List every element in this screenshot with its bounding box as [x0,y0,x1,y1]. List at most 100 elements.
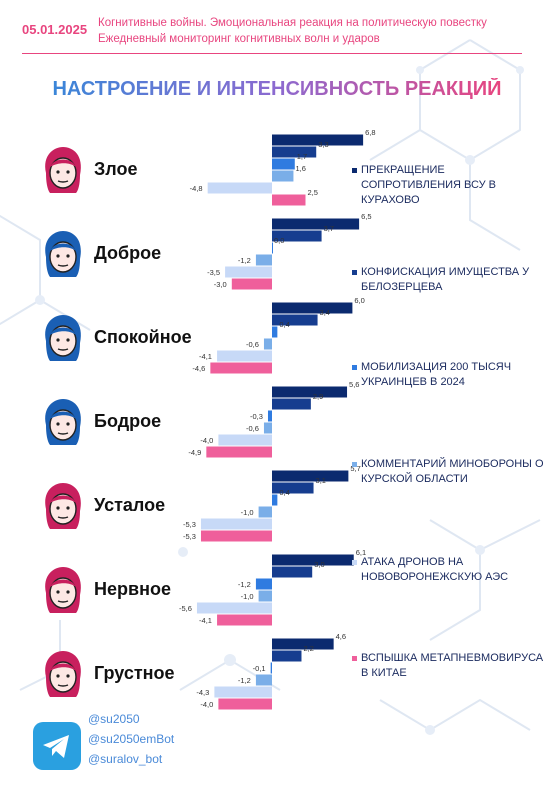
bar-7-series-6 [218,698,272,710]
value-label-1-4: 1,6 [295,164,305,173]
bar-5-series-5 [200,518,272,530]
bar-1-series-6 [272,194,306,206]
value-label-5-3: 0,4 [279,488,289,497]
value-label-7-3: -0,1 [253,664,266,673]
legend-label: КОММЕНТАРИЙ МИНОБОРОНЫ О КУРСКОЙ ОБЛАСТИ [361,458,544,485]
value-label-3-6: -4,6 [192,364,205,373]
bar-1-series-3 [272,158,295,170]
bar-4-series-4 [263,422,272,434]
face-icon [40,397,86,447]
value-label-3-2: 3,4 [320,308,330,317]
bar-3-series-6 [210,362,272,374]
mood-label: Усталое [94,495,166,515]
bar-5-series-1 [272,470,349,482]
bar-4-series-1 [272,386,348,398]
bar-5-series-6 [200,530,272,542]
value-label-6-3: -1,2 [238,580,251,589]
telegram-handle-link[interactable]: @su2050 [88,712,140,726]
bar-7-series-5 [214,686,272,698]
face-icon [40,229,86,279]
value-label-4-6: -4,9 [188,448,201,457]
value-label-4-2: 2,9 [313,392,323,401]
value-label-1-3: 1,7 [297,152,307,161]
bar-1-series-2 [272,146,317,158]
bar-2-series-4 [255,254,272,266]
bar-4-series-6 [206,446,272,458]
bar-7-series-2 [272,650,302,662]
bar-2-series-6 [231,278,272,290]
bar-2-series-1 [272,218,360,230]
bar-6-series-3 [255,578,272,590]
bar-3-series-5 [217,350,272,362]
value-label-2-4: -1,2 [238,256,251,265]
telegram-icon[interactable] [33,722,81,770]
bar-4-series-5 [218,434,272,446]
value-label-5-2: 3,1 [316,476,326,485]
bar-5-series-3 [272,494,278,506]
face-icon [40,313,86,363]
bar-4-series-2 [272,398,311,410]
value-label-5-6: -5,3 [183,532,196,541]
value-label-7-5: -4,3 [196,688,209,697]
value-label-5-4: -1,0 [241,508,254,517]
mood-label: Нервное [94,579,171,599]
value-label-7-4: -1,2 [238,676,251,685]
legend-label: МОБИЛИЗАЦИЯ 200 ТЫСЯЧ УКРАИНЦЕВ В 2024 [361,361,512,388]
mood-label: Бодрое [94,411,162,431]
face-icon [40,649,86,699]
telegram-handle-link[interactable]: @suralov_bot [88,752,163,766]
value-label-4-5: -4,0 [200,436,213,445]
legend-label: ВСПЫШКА МЕТАПНЕВМОВИРУСА В КИТАЕ [361,652,544,679]
telegram-handle-link[interactable]: @su2050emBot [88,732,175,746]
legend-label: КОНФИСКАЦИЯ ИМУЩЕСТВА У БЕЛОЗЕРЦЕВА [361,266,530,293]
face-icon [40,565,86,615]
bar-6-series-5 [196,602,272,614]
bar-6-series-4 [258,590,272,602]
mood-label: Спокойное [94,327,192,347]
value-label-6-1: 6,1 [356,548,366,557]
bar-1-series-5 [207,182,272,194]
value-label-6-6: -4,1 [199,616,212,625]
value-label-2-6: -3,0 [214,280,227,289]
value-label-1-2: 3,3 [318,140,328,149]
value-label-1-6: 2,5 [308,188,318,197]
value-label-2-1: 6,5 [361,212,371,221]
bar-5-series-2 [272,482,314,494]
value-label-2-2: 3,7 [324,224,334,233]
legend-swatch [352,168,357,173]
bar-7-series-3 [270,662,272,674]
value-label-1-5: -4,8 [190,184,203,193]
legend-swatch [352,365,357,370]
value-label-3-5: -4,1 [199,352,212,361]
bar-2-series-2 [272,230,322,242]
bar-4-series-3 [267,410,272,422]
face-icon [40,145,86,195]
legend-swatch [352,270,357,275]
header-subtitle-1: Когнитивные войны. Эмоциональная реакция… [98,17,487,29]
value-label-1-1: 6,8 [365,128,375,137]
value-label-5-1: 5,7 [350,464,360,473]
mood-label: Грустное [94,663,175,683]
value-label-7-1: 4,6 [336,632,346,641]
chart-title: НАСТРОЕНИЕ И ИНТЕНСИВНОСТЬ РЕАКЦИЙ [52,78,502,100]
value-label-4-1: 5,6 [349,380,359,389]
bar-6-series-2 [272,566,313,578]
legend-label: АТАКА ДРОНОВ НА НОВОВОРОНЕЖСКУЮ АЭС [361,556,509,583]
value-label-6-4: -1,0 [241,592,254,601]
mood-label: Злое [94,159,138,179]
bar-2-series-5 [225,266,272,278]
bar-7-series-1 [272,638,334,650]
bar-1-series-4 [272,170,294,182]
legend-label: ПРЕКРАЩЕНИЕ СОПРОТИВЛЕНИЯ ВСУ В КУРАХОВО [361,164,496,206]
value-label-7-2: 2,2 [303,644,313,653]
value-label-2-5: -3,5 [207,268,220,277]
mood-label: Доброе [94,243,162,263]
legend-swatch [352,462,357,467]
bar-2-series-3 [272,242,273,254]
bar-3-series-2 [272,314,318,326]
bar-7-series-4 [255,674,272,686]
legend-swatch [352,656,357,661]
bar-6-series-1 [272,554,354,566]
